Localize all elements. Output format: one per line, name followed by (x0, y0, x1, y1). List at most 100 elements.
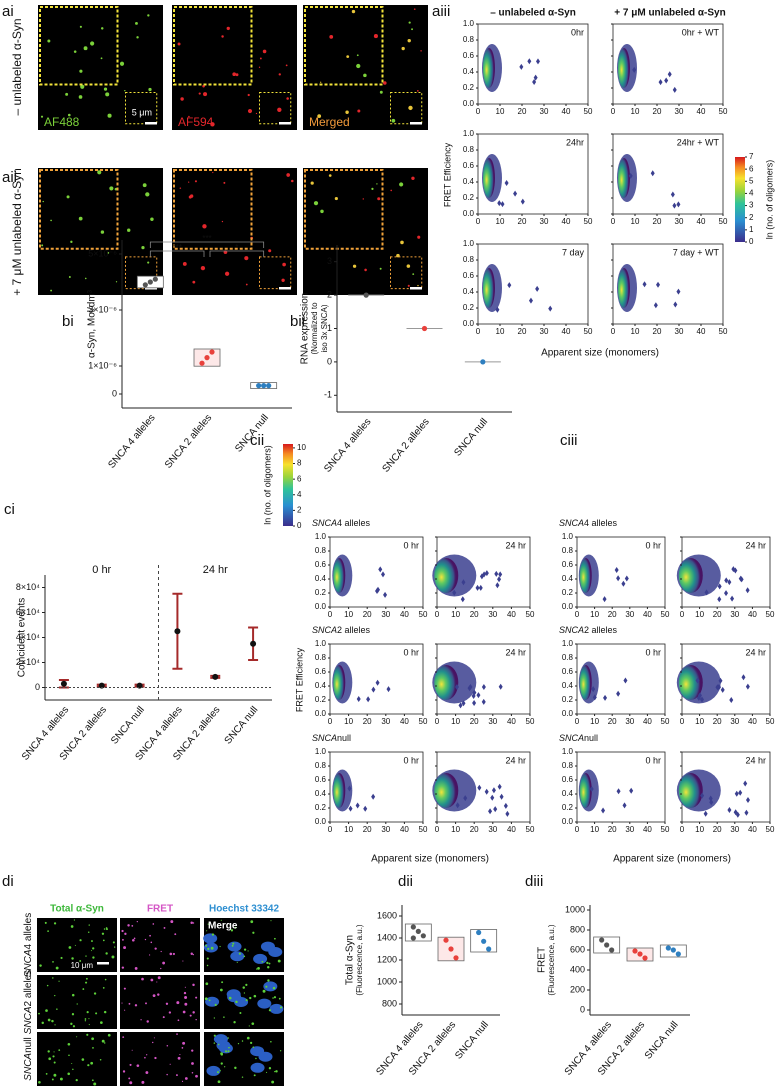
speck (79, 25, 82, 28)
speck (124, 932, 127, 935)
x-tick-label: 0 (575, 610, 580, 619)
speck (92, 956, 95, 959)
density-speck (500, 201, 505, 208)
density-speck (664, 77, 669, 84)
density-speck (730, 595, 735, 602)
speck (107, 251, 110, 254)
speck (148, 87, 152, 92)
speck (100, 57, 103, 60)
speck (291, 179, 294, 183)
speck (195, 1018, 197, 1021)
density-speck (720, 686, 725, 693)
density-speck (548, 305, 553, 312)
x-tick-label: 20 (363, 717, 372, 726)
speck (105, 928, 108, 931)
density-speck (499, 793, 504, 800)
speck (233, 1021, 236, 1024)
density-speck (348, 805, 353, 812)
speck (52, 1055, 55, 1058)
speck (228, 1046, 230, 1049)
speck (73, 50, 77, 53)
y-tick-label: 0 (112, 388, 117, 398)
density-speck (528, 297, 533, 304)
speck (122, 1070, 126, 1073)
micrograph (303, 168, 428, 295)
speck (105, 952, 108, 955)
speck (88, 1024, 90, 1026)
density-speck (513, 190, 518, 197)
x-tick-label: 10 (344, 717, 353, 726)
colorbar-tick-label: 7 (749, 152, 754, 161)
speck (47, 1050, 50, 1053)
speck (84, 277, 87, 280)
speck (205, 982, 209, 986)
speck (91, 1079, 94, 1082)
y-tick-label: 0.4 (315, 681, 327, 690)
speck (252, 1046, 255, 1048)
speck (160, 950, 162, 953)
y-tick-label: 0.4 (562, 681, 574, 690)
speck (39, 964, 42, 967)
density-speck (743, 780, 748, 787)
speck (127, 228, 131, 232)
speck (153, 1037, 155, 1039)
scale-label: 5 μm (132, 107, 152, 117)
speck (128, 1077, 131, 1080)
point (453, 955, 459, 961)
x-tick-label: 30 (625, 717, 634, 726)
colorbar-tick-label: 1 (749, 225, 754, 234)
speck (406, 264, 411, 268)
density-speck (745, 587, 750, 594)
colorbar-tick-label: 0 (297, 521, 302, 530)
density-speck (454, 684, 459, 691)
speck (100, 1021, 103, 1024)
significance-label: *** (202, 234, 211, 243)
y-tick-label: 0.8 (315, 653, 327, 662)
speck (223, 181, 226, 184)
speck (73, 919, 76, 921)
y-tick-label: 0.8 (315, 546, 327, 555)
speck (121, 929, 124, 933)
speck (220, 919, 222, 921)
point (363, 292, 369, 298)
density-speck (347, 785, 352, 792)
colorbar-tick-label: 10 (297, 443, 306, 452)
speck (182, 262, 187, 266)
speck (84, 1018, 87, 1020)
point (670, 947, 676, 953)
speck (401, 46, 405, 51)
density-speck (738, 789, 743, 796)
nucleus (227, 992, 242, 1003)
scale-bar (279, 287, 291, 290)
density-speck (533, 74, 538, 81)
x-tick-label: 30 (540, 327, 549, 336)
inset-box (173, 169, 253, 250)
density-speck (745, 683, 750, 690)
speck (141, 977, 144, 981)
row-title: SNCAnull (312, 733, 351, 743)
panel-tag: diii (525, 873, 543, 890)
x-tick-label: 50 (419, 610, 428, 619)
nucleus (257, 998, 272, 1009)
speck (129, 1063, 132, 1066)
density-speck (472, 689, 477, 696)
y-axis-label: (Normalized to (310, 302, 319, 355)
density-speck (527, 58, 532, 65)
speck (115, 281, 118, 283)
y-tick-label: 0.4 (562, 789, 574, 798)
y-tick-label: 2×10⁴ (16, 657, 40, 667)
speck (100, 230, 105, 234)
speck (346, 55, 350, 59)
speck (71, 957, 74, 960)
panel-tag: aiii (432, 3, 450, 20)
speck (124, 89, 126, 92)
x-axis-label: Apparent size (monomers) (371, 854, 489, 865)
speck (174, 933, 177, 936)
nucleus (258, 1051, 273, 1062)
y-tick-label: 6×10⁴ (16, 607, 40, 617)
speck (177, 1056, 181, 1060)
speck (248, 1025, 250, 1027)
y-tick-label: 1.0 (315, 747, 327, 756)
speck (60, 956, 63, 960)
x-tick-label: 0 (328, 825, 333, 834)
